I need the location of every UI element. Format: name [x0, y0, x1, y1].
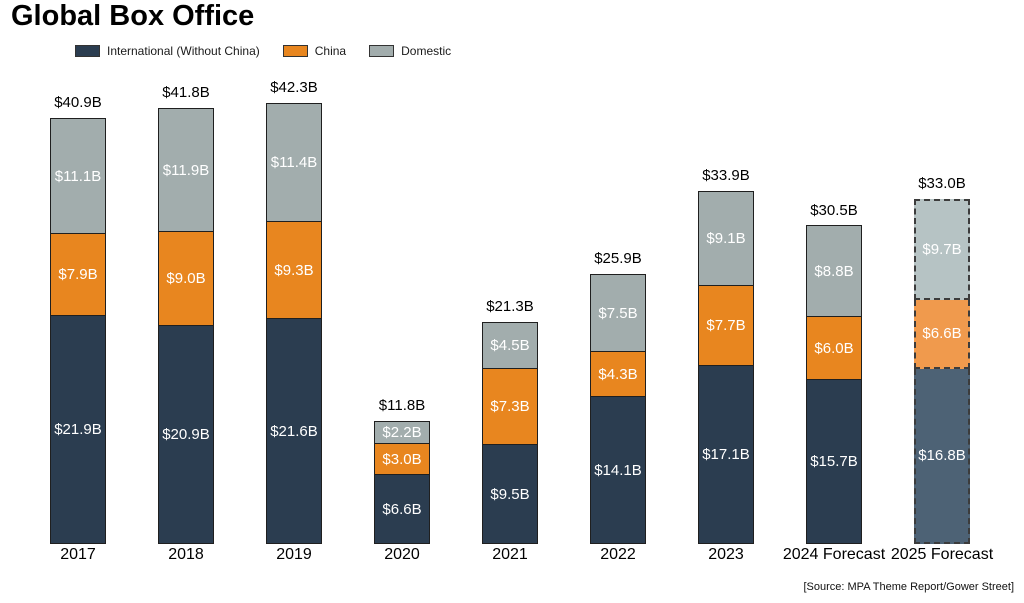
- segment-value-label: $7.3B: [490, 398, 530, 415]
- bar-segment: $11.1B: [50, 118, 106, 234]
- legend: International (Without China) China Domest…: [75, 44, 451, 58]
- bar-2017: $11.1B $7.9B $21.9B: [50, 118, 106, 544]
- page-title: Global Box Office: [11, 0, 255, 32]
- legend-label: Domestic: [401, 44, 452, 58]
- bar-segment: $4.3B: [590, 352, 646, 397]
- segment-value-label: $7.9B: [58, 266, 98, 283]
- bar-2025-forecast: $9.7B $6.6B $16.8B: [914, 199, 970, 544]
- x-axis-label: 2023: [708, 546, 744, 563]
- segment-value-label: $14.1B: [594, 461, 642, 479]
- segment-value-label: $9.7B: [922, 241, 962, 258]
- x-axis-label: 2019: [276, 546, 312, 563]
- bar-segment: $8.8B: [806, 225, 862, 317]
- x-axis-label: 2017: [60, 546, 96, 563]
- bar-2021: $4.5B $7.3B $9.5B: [482, 322, 538, 544]
- bar-segment: $7.3B: [482, 369, 538, 445]
- bar-segment: $9.1B: [698, 191, 754, 286]
- segment-value-label: $6.6B: [382, 500, 422, 518]
- bar-total-label: $21.3B: [486, 298, 534, 316]
- bar-segment: $6.6B: [374, 475, 430, 544]
- segment-value-label: $11.1B: [54, 167, 102, 185]
- legend-swatch-icon: [282, 45, 308, 57]
- bar-2020: $2.2B $3.0B $6.6B: [374, 421, 430, 544]
- segment-value-label: $9.3B: [274, 261, 314, 279]
- bar-segment: $3.0B: [374, 444, 430, 475]
- legend-item: Domestic: [369, 44, 451, 58]
- legend-label: International (Without China): [107, 44, 260, 58]
- segment-value-label: $15.7B: [810, 453, 858, 470]
- segment-value-label: $4.3B: [598, 365, 638, 383]
- x-axis-label: 2024 Forecast: [782, 546, 886, 563]
- legend-swatch-icon: [369, 45, 395, 57]
- x-axis-label: 2018: [168, 546, 204, 563]
- bar-segment: $7.5B: [590, 274, 646, 352]
- legend-label: China: [314, 44, 347, 58]
- bar-total-label: $33.9B: [702, 166, 750, 184]
- bar-2024-forecast: $8.8B $6.0B $15.7B: [806, 225, 862, 544]
- segment-value-label: $11.9B: [162, 161, 210, 179]
- segment-value-label: $8.8B: [814, 262, 854, 280]
- segment-value-label: $9.1B: [706, 230, 746, 247]
- bar-2023: $9.1B $7.7B $17.1B: [698, 191, 754, 544]
- segment-value-label: $17.1B: [702, 446, 750, 463]
- legend-item: International (Without China): [75, 44, 260, 58]
- bar-2022: $7.5B $4.3B $14.1B: [590, 274, 646, 544]
- bar-total-label: $25.9B: [594, 250, 642, 268]
- segment-value-label: $16.8B: [918, 447, 966, 464]
- bar-segment: $4.5B: [482, 322, 538, 369]
- bar-segment: $7.7B: [698, 286, 754, 366]
- segment-value-label: $2.2B: [382, 424, 422, 441]
- segment-value-label: $7.7B: [706, 317, 746, 334]
- bar-total-label: $41.8B: [162, 84, 210, 102]
- x-axis-label: 2025 Forecast: [890, 546, 994, 563]
- bar-segment: $6.6B: [914, 300, 970, 369]
- bar-2019: $11.4B $9.3B $21.6B: [266, 103, 322, 544]
- bar-segment: $21.6B: [266, 319, 322, 544]
- segment-value-label: $9.5B: [490, 485, 530, 503]
- segment-value-label: $4.5B: [490, 337, 530, 354]
- bar-total-label: $33.0B: [918, 175, 966, 193]
- segment-value-label: $6.6B: [922, 325, 962, 342]
- bar-2018: $11.9B $9.0B $20.9B: [158, 108, 214, 544]
- x-axis-label: 2020: [384, 546, 420, 563]
- bar-segment: $9.7B: [914, 199, 970, 300]
- legend-swatch-icon: [75, 45, 100, 57]
- bar-segment: $9.3B: [266, 222, 322, 319]
- bar-segment: $16.8B: [914, 369, 970, 544]
- segment-value-label: $7.5B: [598, 304, 638, 322]
- legend-item: China: [282, 44, 347, 58]
- bar-segment: $21.9B: [50, 316, 106, 544]
- bar-segment: $14.1B: [590, 397, 646, 544]
- bar-segment: $6.0B: [806, 317, 862, 380]
- segment-value-label: $3.0B: [382, 450, 422, 468]
- segment-value-label: $21.6B: [270, 422, 318, 440]
- bar-segment: $11.9B: [158, 108, 214, 232]
- bar-total-label: $40.9B: [54, 93, 102, 111]
- x-axis-label: 2021: [492, 546, 528, 563]
- bar-segment: $17.1B: [698, 366, 754, 544]
- bar-segment: $15.7B: [806, 380, 862, 544]
- bar-segment: $7.9B: [50, 234, 106, 316]
- segment-value-label: $6.0B: [814, 339, 854, 357]
- segment-value-label: $21.9B: [54, 421, 102, 438]
- bar-segment: $20.9B: [158, 326, 214, 544]
- bar-segment: $9.5B: [482, 445, 538, 544]
- bar-total-label: $30.5B: [810, 202, 858, 220]
- bar-segment: $2.2B: [374, 421, 430, 444]
- segment-value-label: $20.9B: [162, 426, 210, 443]
- x-axis-label: 2022: [600, 546, 636, 563]
- bar-total-label: $11.8B: [378, 397, 426, 415]
- bar-segment: $9.0B: [158, 232, 214, 326]
- bar-total-label: $42.3B: [270, 79, 318, 97]
- bar-segment: $11.4B: [266, 103, 322, 222]
- source-note: [Source: MPA Theme Report/Gower Street]: [803, 581, 1014, 593]
- segment-value-label: $11.4B: [270, 154, 318, 171]
- segment-value-label: $9.0B: [166, 270, 206, 287]
